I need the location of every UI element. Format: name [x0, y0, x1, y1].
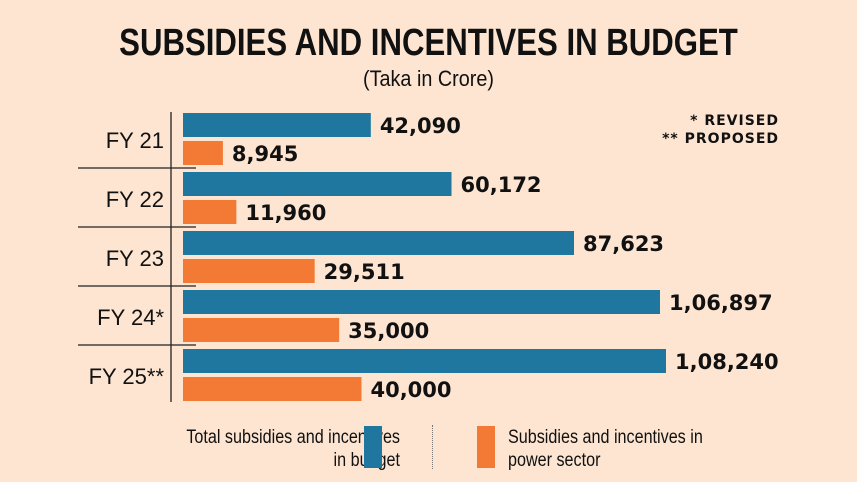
bar-total [183, 113, 371, 137]
data-label: 87,623 [583, 232, 664, 256]
category-label: FY 24* [97, 305, 164, 330]
category-label: FY 23 [106, 246, 164, 271]
notes: * REVISED ** PROPOSED [662, 112, 779, 148]
data-label: 1,08,240 [675, 350, 779, 374]
legend-label-power: Subsidies and incentives in power sector [508, 426, 763, 472]
chart-subtitle: (Taka in Crore) [363, 66, 494, 91]
data-label: 11,960 [245, 201, 326, 225]
data-label: 8,945 [232, 142, 298, 166]
note-proposed: ** PROPOSED [662, 131, 779, 147]
data-label: 29,511 [324, 260, 405, 284]
bar-power [183, 377, 362, 401]
bar-power [183, 200, 237, 224]
bar-total [183, 231, 575, 255]
bar-power [183, 259, 315, 283]
legend-label-total: Total subsidies and incentives in budget [111, 426, 400, 472]
category-label: FY 25** [89, 364, 165, 389]
bar-power [183, 141, 223, 165]
category-label: FY 21 [106, 128, 164, 153]
bar-total [183, 349, 666, 373]
data-label: 35,000 [348, 319, 429, 343]
data-label: 42,090 [380, 114, 461, 138]
bar-power [183, 318, 340, 342]
legend-line: in budget [333, 450, 400, 471]
category-label: FY 22 [106, 187, 164, 212]
data-label: 1,06,897 [669, 291, 773, 315]
note-revised: * REVISED [690, 113, 779, 129]
legend-swatch-power [477, 426, 495, 468]
bar-total [183, 290, 661, 314]
legend-swatch-total [364, 426, 382, 468]
data-label: 60,172 [461, 173, 542, 197]
legend-line: Total subsidies and incentives [186, 427, 400, 448]
chart-title: SUBSIDIES AND INCENTIVES IN BUDGET [119, 22, 738, 64]
legend-line: Subsidies and incentives in [508, 427, 703, 448]
data-label: 40,000 [370, 378, 451, 402]
bar-total [183, 172, 452, 196]
legend-divider [432, 425, 433, 469]
legend-line: power sector [508, 450, 601, 471]
